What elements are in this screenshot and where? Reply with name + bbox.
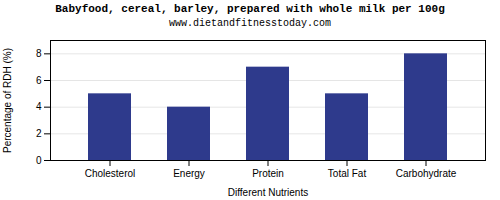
svg-text:2: 2 (36, 128, 42, 139)
svg-text:Energy: Energy (173, 168, 205, 179)
svg-text:6: 6 (36, 75, 42, 86)
svg-text:Different Nutrients: Different Nutrients (228, 187, 308, 198)
svg-text:Cholesterol: Cholesterol (85, 168, 136, 179)
svg-text:4: 4 (36, 101, 42, 112)
svg-text:0: 0 (36, 155, 42, 166)
html-text:Babyfood, cereal, barley, prep: Babyfood, cereal, barley, prepared with … (55, 3, 445, 15)
svg-text:Protein: Protein (252, 168, 284, 179)
svg-text:Total Fat: Total Fat (328, 168, 367, 179)
svg-text:Percentage of RDH (%): Percentage of RDH (%) (2, 48, 13, 153)
svg-text:8: 8 (36, 48, 42, 59)
svg-text:Carbohydrate: Carbohydrate (396, 168, 457, 179)
html-text:www.dietandfitnesstoday.com: www.dietandfitnesstoday.com (169, 18, 331, 29)
